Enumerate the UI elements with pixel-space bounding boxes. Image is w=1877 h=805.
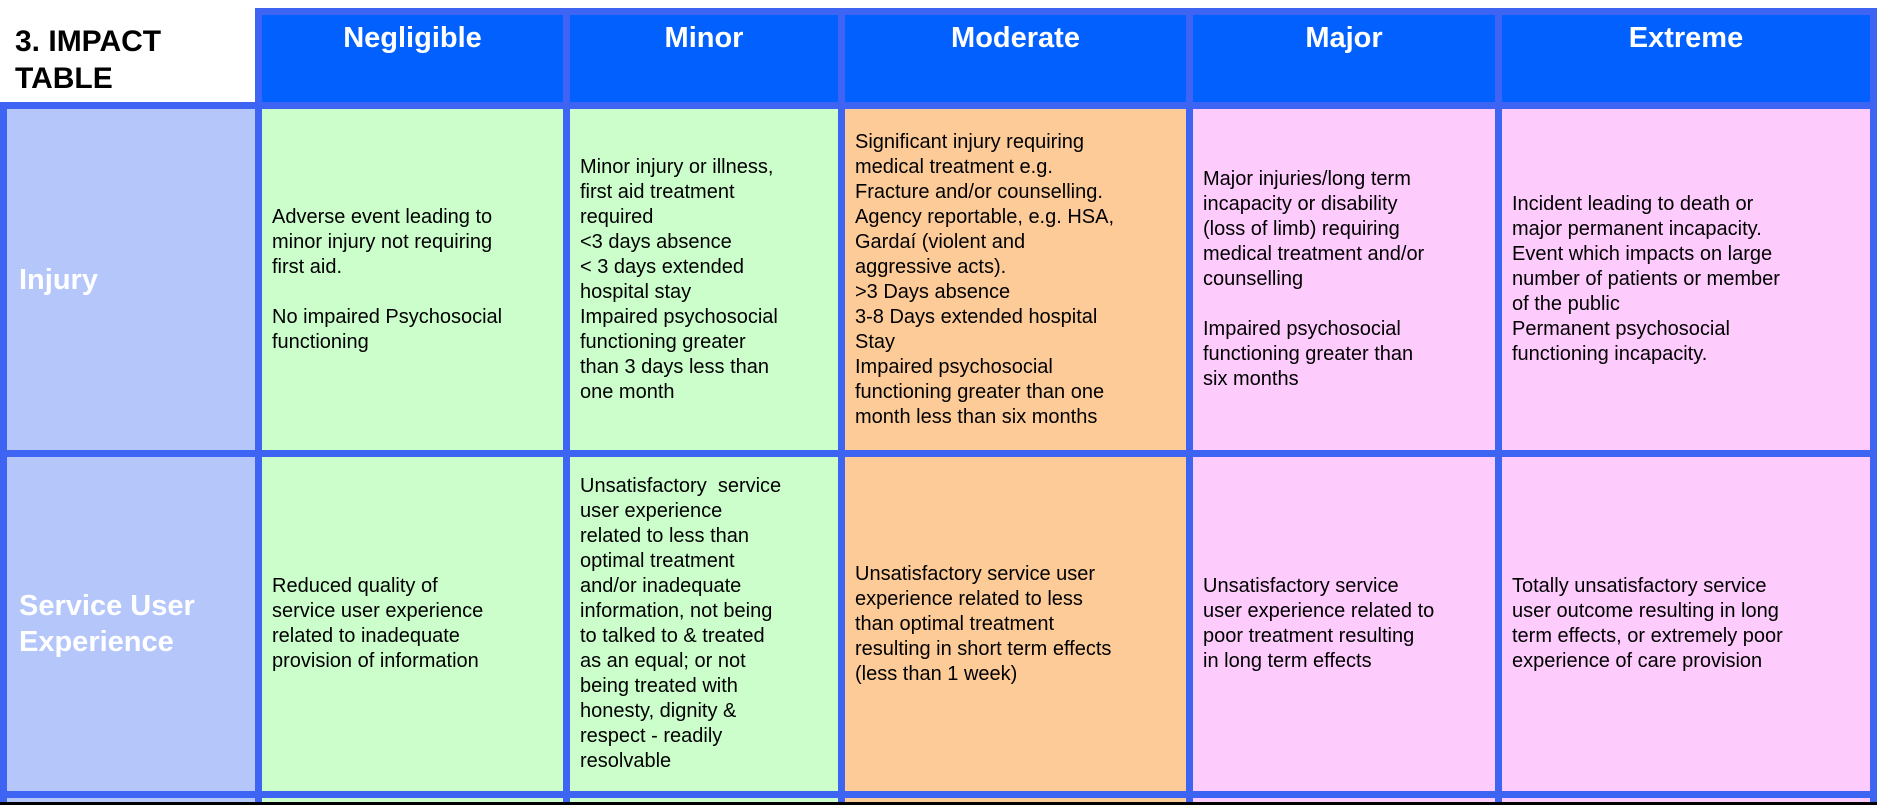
cell-injury-major: Major injuries/long term incapacity or d… bbox=[1193, 109, 1495, 450]
page-edge bbox=[0, 802, 1877, 805]
column-header-major: Major bbox=[1193, 15, 1495, 102]
cell-sue-extreme: Totally unsatisfactory service user outc… bbox=[1502, 457, 1870, 791]
next-row-partial-cell bbox=[1193, 798, 1495, 805]
cell-text: Major injuries/long term incapacity or d… bbox=[1203, 168, 1425, 390]
cell-injury-extreme: Incident leading to death or major perma… bbox=[1502, 109, 1870, 450]
column-header-extreme: Extreme bbox=[1502, 15, 1870, 102]
column-header-negligible: Negligible bbox=[262, 15, 563, 102]
row-label-injury: Injury bbox=[7, 109, 255, 450]
cell-sue-minor: Unsatisfactory service user experience r… bbox=[570, 457, 838, 791]
cell-text: Unsatisfactory service user experience r… bbox=[1203, 575, 1435, 672]
table-title: 3. IMPACT TABLE bbox=[7, 15, 255, 102]
cell-text: Minor injury or illness, first aid treat… bbox=[580, 155, 778, 403]
cell-sue-moderate: Unsatisfactory service user experience r… bbox=[845, 457, 1186, 791]
column-header-minor: Minor bbox=[570, 15, 838, 102]
cell-text: Reduced quality of service user experien… bbox=[272, 575, 484, 672]
next-row-partial-cell bbox=[845, 798, 1186, 805]
cell-sue-major: Unsatisfactory service user experience r… bbox=[1193, 457, 1495, 791]
column-header-moderate: Moderate bbox=[845, 15, 1186, 102]
impact-table: 3. IMPACT TABLE Negligible Minor Moderat… bbox=[0, 8, 1877, 805]
title-cell-top-mask bbox=[0, 8, 255, 15]
cell-text: Significant injury requiring medical tre… bbox=[855, 130, 1115, 428]
cell-text: Incident leading to death or major perma… bbox=[1512, 193, 1780, 365]
row-label-service-user-experience: Service User Experience bbox=[7, 457, 255, 791]
cell-text: Adverse event leading to minor injury no… bbox=[272, 205, 503, 353]
title-cell-left-mask bbox=[0, 8, 7, 102]
cell-injury-negligible: Adverse event leading to minor injury no… bbox=[262, 109, 563, 450]
next-row-partial-cell bbox=[262, 798, 563, 805]
next-row-partial-label bbox=[7, 798, 255, 805]
cell-injury-minor: Minor injury or illness, first aid treat… bbox=[570, 109, 838, 450]
cell-sue-negligible: Reduced quality of service user experien… bbox=[262, 457, 563, 791]
cell-text: Totally unsatisfactory service user outc… bbox=[1512, 575, 1783, 672]
next-row-partial-cell bbox=[1502, 798, 1870, 805]
cell-text: Unsatisfactory service user experience r… bbox=[855, 562, 1112, 685]
cell-text: Unsatisfactory service user experience r… bbox=[580, 475, 782, 772]
cell-injury-moderate: Significant injury requiring medical tre… bbox=[845, 109, 1186, 450]
next-row-partial-cell bbox=[570, 798, 838, 805]
